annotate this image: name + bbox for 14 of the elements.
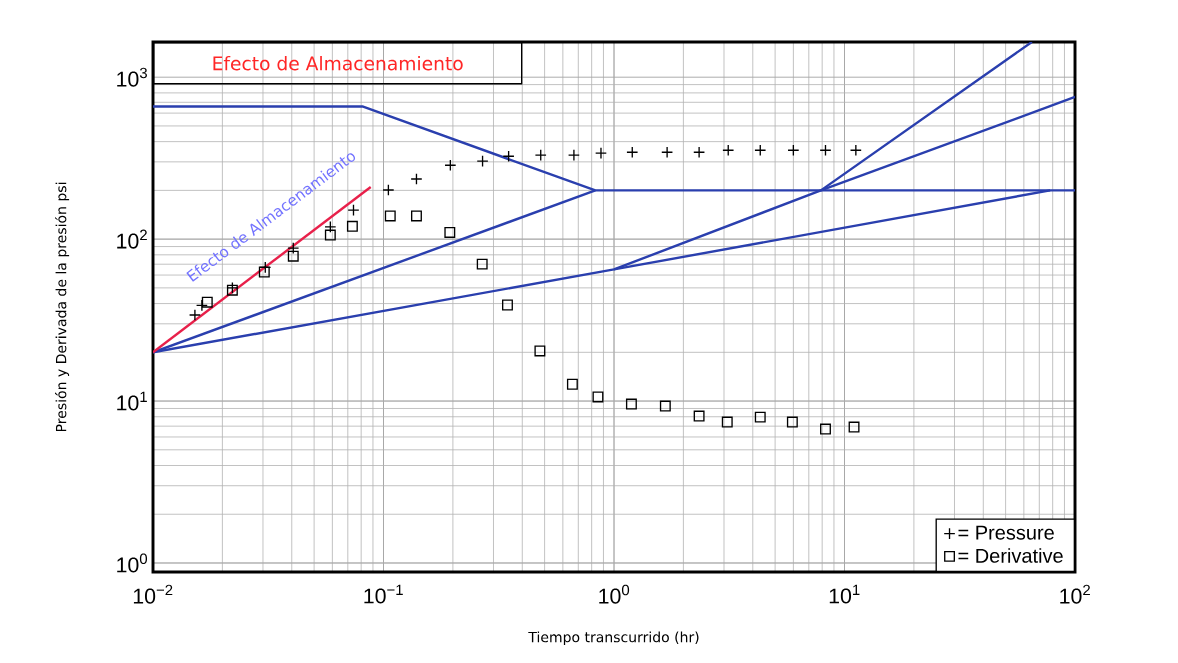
- y-axis-title: Presión y Derivada de la presión psi: [55, 182, 70, 432]
- annotation: Efecto de Almacenamiento: [213, 55, 463, 71]
- legend-label: = Derivative: [958, 548, 1063, 563]
- x-axis-title: Tiempo transcurrido (hr): [528, 631, 699, 646]
- x-tick-label: 10$^{0}$: [599, 584, 630, 604]
- x-tick-label: 10$^{−2}$: [133, 584, 173, 604]
- x-tick-label: 10$^{2}$: [1060, 584, 1090, 604]
- x-tick-label: 10$^{−1}$: [364, 584, 403, 604]
- y-tick-label: 10$^{1}$: [117, 391, 147, 411]
- legend-label: = Pressure: [958, 525, 1054, 540]
- y-tick-label: 10$^{0}$: [117, 553, 148, 573]
- x-tick-label: 10$^{1}$: [829, 584, 860, 604]
- y-tick-label: 10$^{3}$: [117, 67, 147, 87]
- y-tick-label: 10$^{2}$: [117, 229, 147, 249]
